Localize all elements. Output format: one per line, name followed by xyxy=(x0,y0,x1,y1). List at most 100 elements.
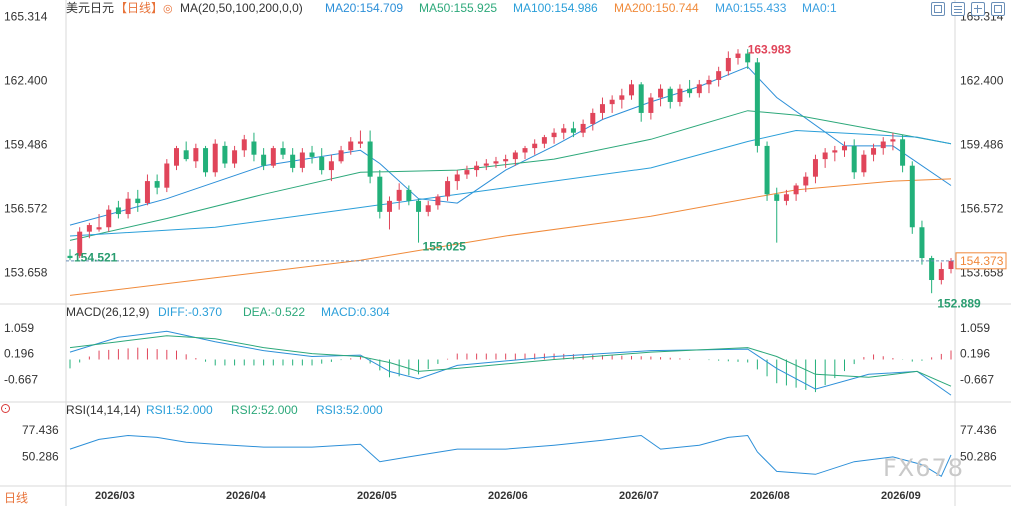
candle-down xyxy=(280,148,286,155)
maximize-icon[interactable] xyxy=(931,2,945,16)
candle-down xyxy=(851,145,857,173)
candle-up xyxy=(590,112,596,124)
candle-up xyxy=(609,99,615,105)
candle-up xyxy=(270,148,276,166)
candle-up xyxy=(193,148,199,162)
crosshair-icon[interactable] xyxy=(1,404,10,413)
timeframe-button[interactable]: 日线 xyxy=(4,491,29,505)
rsi-legend-item: RSI3:52.000 xyxy=(316,403,383,417)
candle-up xyxy=(861,154,867,173)
candle-up xyxy=(658,88,664,98)
candle-down xyxy=(222,145,228,164)
ma-legend-item: MA20:154.709 xyxy=(325,1,403,15)
candle-down xyxy=(754,62,760,146)
candle-up xyxy=(241,139,247,151)
candle-up xyxy=(871,148,877,155)
price-axis-right-label: 159.486 xyxy=(960,137,1004,151)
macd-legend-item: DIFF:-0.370 xyxy=(158,305,222,319)
watermark: FX678 xyxy=(883,454,965,482)
candle-up xyxy=(783,194,789,201)
macd-axis-left-label: -0.667 xyxy=(4,372,38,386)
candle-down xyxy=(261,154,267,166)
macd-legend-item: DEA:-0.522 xyxy=(243,305,305,319)
ma-legend-item: MA0:155.433 xyxy=(715,1,787,15)
ma-legend-item: MA100:154.986 xyxy=(513,1,598,15)
candle-up xyxy=(328,161,334,171)
candle-up xyxy=(493,161,499,164)
low-end-annotation: 152.889 xyxy=(937,296,981,310)
add-icon[interactable] xyxy=(971,2,985,16)
candle-down xyxy=(667,88,673,102)
candle-up xyxy=(619,95,625,100)
candle-up xyxy=(474,165,480,171)
low-mid-annotation: 155.025 xyxy=(423,239,467,253)
price-axis-left-label: 165.314 xyxy=(4,9,48,23)
candle-up xyxy=(386,200,392,212)
candle-down xyxy=(638,84,644,113)
macd-legend-item: MACD:0.304 xyxy=(321,305,390,319)
candle-up xyxy=(125,198,131,215)
rsi-axis-left-label: 50.286 xyxy=(22,450,59,464)
candle-down xyxy=(367,141,373,177)
candle-up xyxy=(725,57,731,72)
chart-toolbar xyxy=(931,2,1005,16)
candle-up xyxy=(716,71,722,80)
candle-up xyxy=(348,141,354,151)
low-start-annotation: 154.521 xyxy=(74,251,118,265)
ma-line-ma50 xyxy=(69,110,952,241)
candle-up xyxy=(880,141,886,149)
time-axis-label: 2026/03 xyxy=(95,490,135,502)
candle-up xyxy=(706,79,712,85)
candle-up xyxy=(580,123,586,133)
candle-up xyxy=(164,163,170,188)
ma-line-ma20 xyxy=(69,66,952,226)
candle-up xyxy=(77,231,83,256)
candle-down xyxy=(919,227,925,259)
macd-title: MACD(26,12,9) xyxy=(66,305,149,319)
candle-up xyxy=(212,143,218,173)
macd-axis-left-label: 0.196 xyxy=(4,347,34,361)
candle-down xyxy=(309,152,315,157)
candle-up xyxy=(803,176,809,186)
candle-up xyxy=(735,53,741,58)
high-annotation: 163.983 xyxy=(748,43,792,57)
candle-down xyxy=(909,165,915,228)
rsi-axis-right-label: 50.286 xyxy=(960,450,997,464)
time-axis-label: 2026/08 xyxy=(750,490,790,502)
candle-up xyxy=(541,137,547,144)
settings-icon[interactable] xyxy=(991,2,1005,16)
candle-up xyxy=(938,269,944,281)
candle-up xyxy=(648,97,654,113)
candle-up xyxy=(435,196,441,206)
macd-axis-right-label: 0.196 xyxy=(960,347,990,361)
macd-diff-line xyxy=(69,330,952,396)
candle-up xyxy=(144,181,150,204)
candle-up xyxy=(832,150,838,153)
macd-axis-left-label: 1.059 xyxy=(4,321,34,335)
candle-up xyxy=(512,152,518,160)
candle-up xyxy=(454,174,460,182)
candle-up xyxy=(338,150,344,162)
menu-icon[interactable] xyxy=(951,2,965,16)
ma-legend-item: MA50:155.925 xyxy=(419,1,497,15)
candle-up xyxy=(357,141,363,144)
time-axis-label: 2026/09 xyxy=(881,490,921,502)
candle-down xyxy=(774,194,780,201)
candle-up xyxy=(842,145,848,151)
macd-axis-right-label: -0.667 xyxy=(960,372,994,386)
candle-down xyxy=(416,200,422,212)
candle-down xyxy=(687,88,693,94)
price-axis-left-label: 159.486 xyxy=(4,137,48,151)
candle-down xyxy=(406,189,412,201)
price-axis-right-label: 156.572 xyxy=(960,201,1004,215)
candle-up xyxy=(173,148,179,166)
ma-line-ma200 xyxy=(69,178,952,296)
candle-up xyxy=(299,152,305,168)
rsi-axis-right-label: 77.436 xyxy=(960,423,997,437)
rsi-legend-item: RSI1:52.000 xyxy=(146,403,213,417)
macd-axis-right-label: 1.059 xyxy=(960,321,990,335)
candle-down xyxy=(745,53,751,63)
candle-up xyxy=(812,159,818,177)
candle-up xyxy=(677,88,683,102)
